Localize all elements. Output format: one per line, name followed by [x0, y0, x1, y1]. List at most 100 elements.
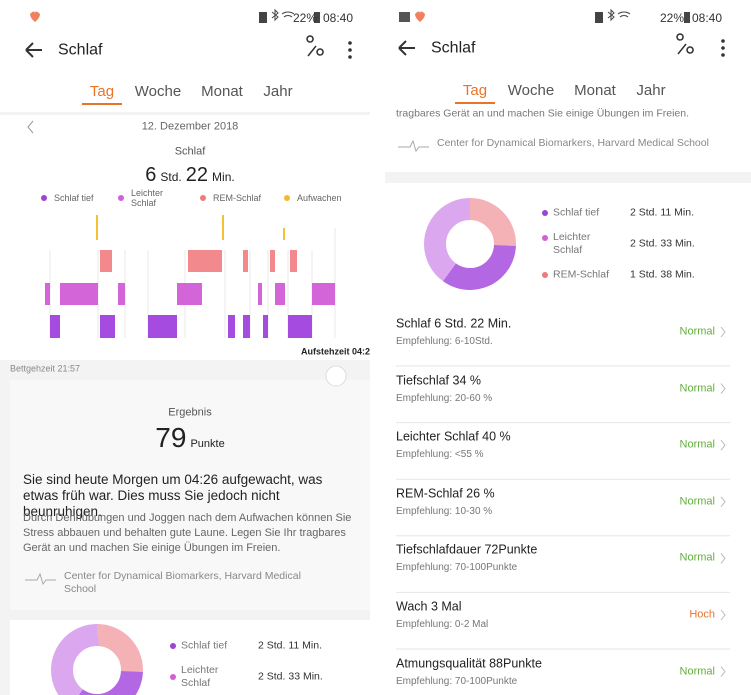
gallery-icon — [399, 12, 410, 22]
screen-title: Schlaf — [431, 39, 476, 57]
legend-dot — [284, 195, 290, 201]
chevron[interactable] — [720, 666, 726, 677]
bluetooth-icon — [607, 8, 615, 22]
chevron[interactable] — [720, 326, 726, 338]
breakdown-label: Schlaf tief — [553, 206, 600, 219]
source-icon — [25, 572, 56, 586]
right-screen: 22% 08:40 Schlaf Tag Woche Monat Jahr tragbares… — [385, 0, 751, 695]
clock: 08:40 — [323, 10, 354, 25]
heart-icon — [415, 11, 425, 22]
toggle[interactable] — [325, 365, 347, 387]
share-icon[interactable] — [676, 33, 694, 55]
metric-rating[interactable]: Hoch — [689, 608, 715, 621]
metric-recommendation: Empfehlung: 20-60 % — [396, 392, 493, 404]
tab-indicator — [82, 103, 122, 105]
source: Center for Dynamical Biomarkers, Harvard… — [64, 570, 301, 595]
wifi-icon — [617, 11, 631, 18]
legend-label: Leichter Schlaf — [131, 188, 164, 208]
header-bg — [385, 0, 751, 172]
summary-label: Schlaf — [174, 145, 206, 158]
tab[interactable]: Tag — [462, 82, 488, 99]
chevron[interactable] — [720, 553, 726, 564]
prev-day[interactable] — [27, 120, 34, 134]
legend-dot — [542, 210, 548, 216]
share-icon[interactable] — [306, 35, 324, 57]
summary-total: 6 Std. 22 Min. — [143, 163, 236, 187]
legend-dot — [200, 195, 206, 201]
metric-title: Schlaf 6 Std. 22 Min. — [396, 316, 512, 331]
breakdown-value: 1 Std. 38 Min. — [630, 268, 695, 281]
breakdown-value: 2 Std. 33 Min. — [630, 237, 695, 250]
wake-time: Aufstehzeit 04:26 — [301, 346, 370, 357]
tab[interactable]: Woche — [134, 83, 182, 100]
legend-dot — [542, 272, 548, 278]
breakdown-value: 2 Std. 11 Min. — [630, 206, 695, 219]
hours-unit: Std. — [160, 170, 182, 184]
metric-recommendation: Empfehlung: 0-2 Mal — [396, 619, 489, 630]
breakdown-value: 2 Std. 11 Min. — [258, 639, 323, 652]
wifi-icon — [281, 11, 295, 18]
legend-dot — [170, 674, 176, 680]
heart-icon — [30, 11, 40, 22]
back-icon[interactable] — [25, 42, 42, 58]
battery-level: 22% — [293, 10, 318, 25]
score-unit: Punkte — [190, 438, 225, 451]
score: 79 Punkte — [153, 421, 226, 455]
tab[interactable]: Monat — [201, 83, 243, 100]
metric-rating[interactable]: Normal — [679, 438, 715, 451]
legend-dot — [118, 195, 124, 201]
metric-rating[interactable]: Normal — [679, 325, 715, 338]
left-screen: 22% 08:40 Schlaf Tag Woche Monat Jahr 12. Dezem… — [0, 0, 370, 695]
legend-dot — [542, 235, 548, 241]
chevron[interactable] — [720, 383, 726, 394]
battery-level: 22% — [660, 10, 685, 25]
breakdown-label: Schlaf tief — [181, 639, 228, 652]
legend-label: Schlaf tief — [54, 193, 94, 203]
result-headline: Sie sind heute Morgen um 04:26 aufgewach… — [23, 472, 323, 519]
chevron[interactable] — [720, 496, 726, 508]
metric-recommendation: Empfehlung: 6-10Std. — [396, 336, 493, 347]
metric-rating[interactable]: Normal — [679, 665, 715, 677]
hours: 6 — [145, 164, 157, 186]
metric-title: Wach 3 Mal — [396, 599, 462, 614]
hypnogram — [45, 215, 336, 338]
menu-icon[interactable] — [348, 41, 352, 59]
body-text: tragbares Gerät an und machen Sie einige… — [396, 107, 690, 120]
metric-recommendation: Empfehlung: 10-30 % — [396, 505, 493, 517]
left-graphics — [0, 0, 370, 695]
status-icon — [595, 12, 603, 23]
metric-rating[interactable]: Normal — [679, 551, 715, 564]
screen-title: Schlaf — [58, 41, 103, 59]
status-icon — [259, 12, 267, 23]
tab[interactable]: Woche — [507, 82, 555, 99]
metric-title: Leichter Schlaf 40 % — [396, 429, 511, 444]
tab[interactable]: Jahr — [636, 82, 666, 99]
source: Center for Dynamical Biomarkers, Harvard… — [437, 137, 709, 149]
donut — [424, 198, 516, 290]
legend-label: Aufwachen — [297, 193, 342, 203]
chevron[interactable] — [720, 609, 726, 621]
legend-dot — [170, 643, 176, 649]
chevron[interactable] — [720, 439, 726, 451]
legend-dot — [41, 195, 47, 201]
score-value: 79 — [155, 422, 187, 454]
bed-time: Bettgehzeit 21:57 — [10, 363, 81, 374]
metric-title: Tiefschlaf 34 % — [396, 373, 481, 388]
tab-indicator — [455, 102, 495, 104]
tab[interactable]: Tag — [89, 83, 115, 100]
back-icon[interactable] — [398, 40, 415, 56]
battery-icon — [684, 12, 690, 23]
result-body: Durch Dehnübungen und Joggen nach dem Au… — [23, 512, 352, 554]
metric-title: Tiefschlafdauer 72Punkte — [396, 542, 538, 557]
date: 12. Dezember 2018 — [141, 120, 239, 133]
source-icon — [398, 139, 429, 153]
metric-rating[interactable]: Normal — [679, 382, 715, 394]
legend-label: REM-Schlaf — [213, 193, 262, 203]
tab[interactable]: Jahr — [263, 83, 293, 100]
metric-recommendation: Empfehlung: 70-100Punkte — [396, 562, 518, 574]
menu-icon[interactable] — [721, 39, 725, 57]
tab[interactable]: Monat — [574, 82, 616, 99]
metric-rating[interactable]: Normal — [679, 495, 715, 508]
metric-recommendation: Empfehlung: 70-100Punkte — [396, 675, 518, 687]
